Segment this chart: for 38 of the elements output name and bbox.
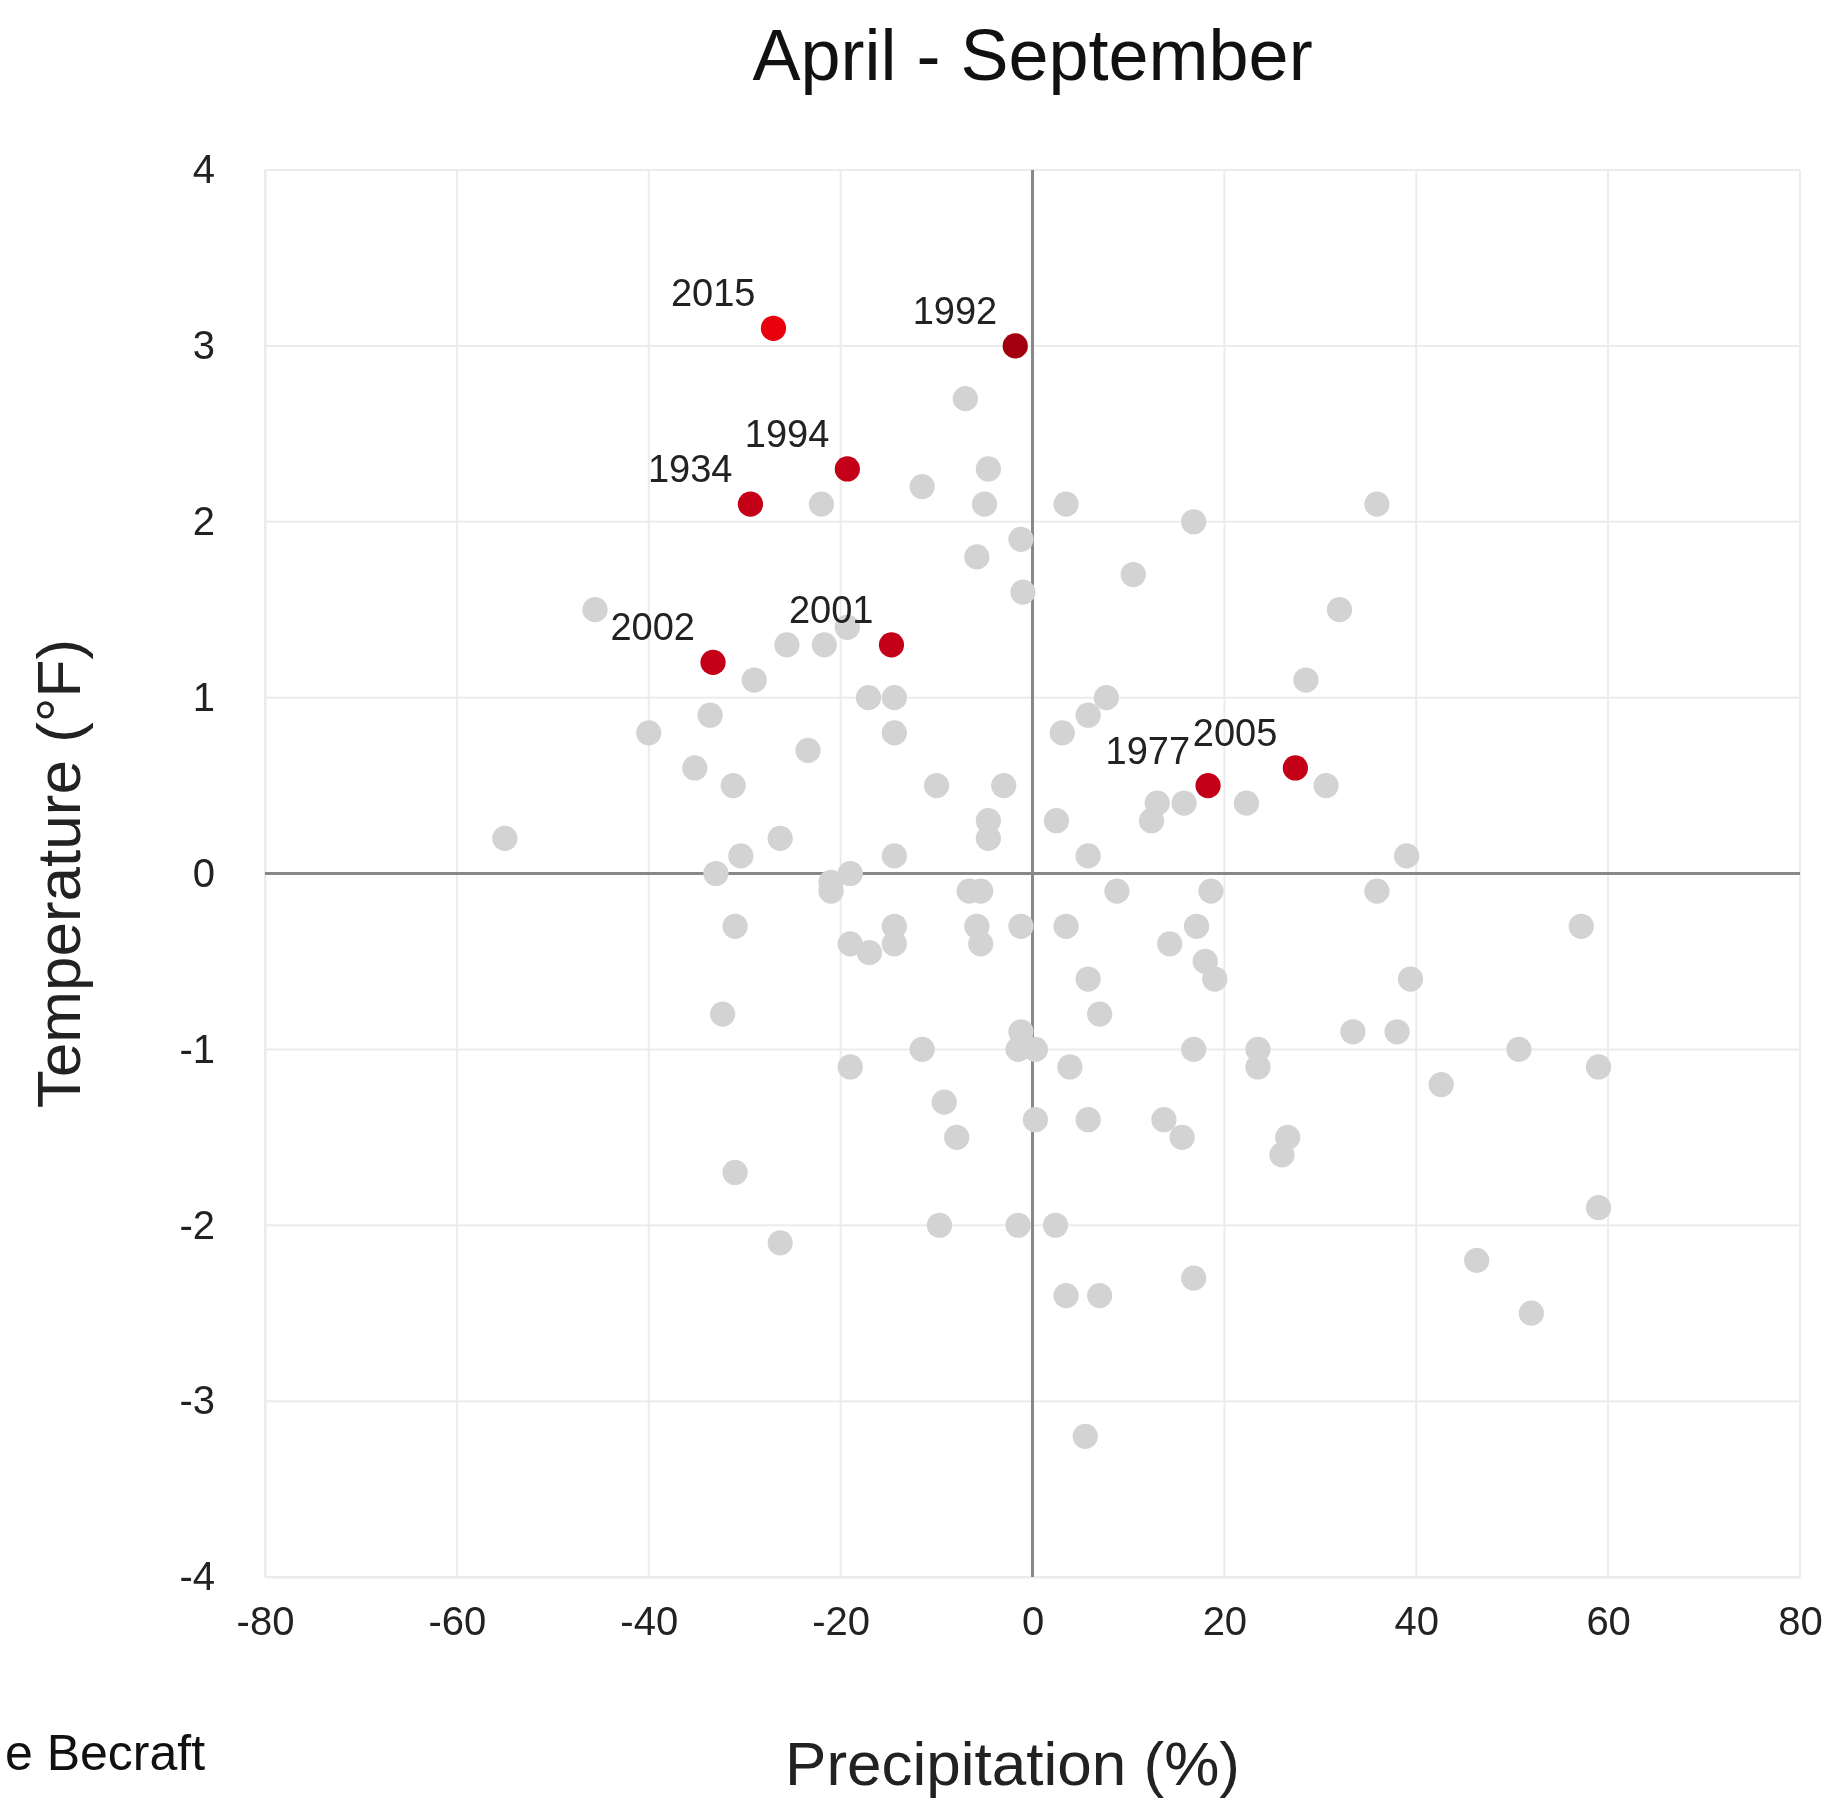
annotation: 1934 [647,448,733,491]
annotation: 1992 [912,289,998,332]
x-tick-label: -20 [812,1599,871,1644]
x-tick-label: 0 [1021,1599,1045,1644]
point [1282,755,1308,781]
annotation: 1994 [744,412,830,455]
annotation: 2002 [610,606,696,649]
x-tick-label: 40 [1394,1599,1439,1644]
x-tick-label: 80 [1778,1599,1823,1644]
y-tick-label: -2 [179,1202,215,1247]
annotation: 2015 [670,272,756,315]
y-tick-label: 1 [192,674,215,719]
point [737,491,764,517]
annotation: 2001 [788,588,874,631]
y-tick-label: -4 [179,1554,215,1599]
point [1195,772,1221,799]
y-tick-label: 2 [192,499,215,544]
point [700,649,726,676]
x-tick-label: -80 [236,1599,295,1644]
y-tick-label: 0 [192,850,215,895]
annotation: 2005 [1192,711,1278,754]
y-tick-label: -3 [179,1378,215,1423]
point [834,456,860,482]
x-tick-label: 60 [1586,1599,1631,1644]
y-axis-title: Temperature (°F) [24,638,93,1109]
x-axis-title: Precipitation (%) [785,1729,1240,1798]
x-tick-label: -40 [620,1599,679,1644]
annotation: 1977 [1105,729,1191,772]
y-tick-label: -1 [179,1026,215,1071]
point [760,315,787,341]
y-tick-label: 3 [192,323,215,368]
text: e Becraft [5,1725,206,1781]
point [1002,333,1028,359]
y-tick-label: 4 [192,147,215,192]
x-tick-label: 20 [1202,1599,1248,1644]
x-tick-label: -60 [428,1599,487,1644]
point [878,632,905,658]
chart-title: April - September [752,15,1313,95]
